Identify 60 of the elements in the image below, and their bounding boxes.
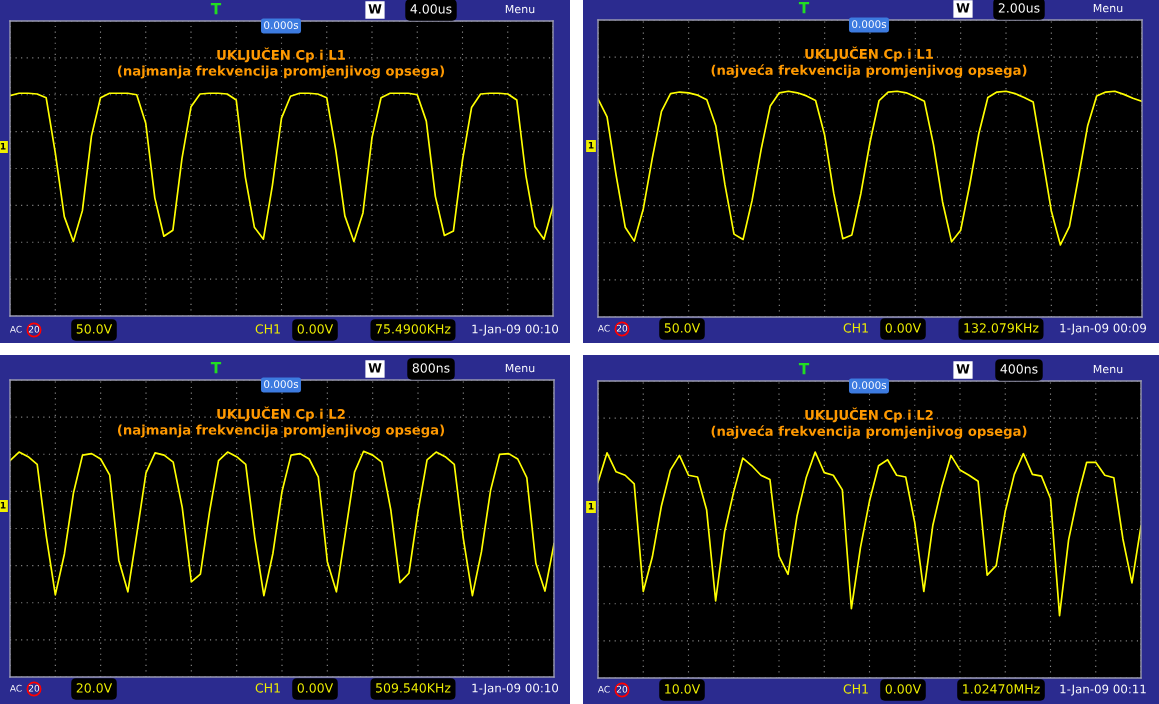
chart-subtitle: (najmanja frekvencija promjenjivog opsega) (118, 424, 444, 438)
text: AC (9, 684, 22, 692)
chart-title: UKLJUČEN Cp i L1 (217, 47, 345, 63)
text: AC (9, 325, 22, 333)
text: CH1 (843, 684, 868, 694)
text: AC (597, 324, 610, 332)
text: T (210, 362, 222, 374)
text: W (956, 364, 970, 374)
text: 20 (28, 684, 40, 692)
text: 400ns (1000, 364, 1038, 374)
text: T (798, 2, 810, 14)
text: W (956, 3, 970, 13)
chart-subtitle: (najmanja frekvencija promjenjivog opsega) (118, 65, 444, 79)
text: 0.000s (852, 381, 887, 390)
text: AC (597, 685, 610, 693)
text: 50.0V (76, 324, 113, 334)
chart-title: UKLJUČEN Cp i L2 (217, 406, 345, 422)
text: 20.0V (76, 683, 113, 693)
text: 20 (28, 325, 40, 333)
chart-title: UKLJUČEN Cp i L2 (805, 407, 933, 423)
text: 1-Jan-09 00:09 (1060, 323, 1147, 335)
text: 20 (616, 324, 628, 332)
text: 10.0V (665, 684, 701, 694)
text: 0.00V (297, 324, 334, 334)
text: Menu (1093, 3, 1123, 13)
text: 20 (616, 685, 628, 693)
text: 75.4900KHz (376, 324, 451, 334)
text: 1 (588, 502, 594, 510)
text: 800ns (412, 363, 450, 373)
text: T (210, 3, 222, 15)
text: 1 (588, 141, 594, 149)
text: CH1 (255, 683, 280, 693)
text: 0.000s (264, 380, 299, 389)
text: 0.00V (885, 323, 922, 333)
text: Menu (505, 4, 535, 14)
text: 1.02470MHz (963, 684, 1040, 694)
text: 0.000s (264, 21, 299, 30)
text: 0.000s (852, 20, 887, 29)
text: 1 (0, 501, 6, 509)
text: 509.540KHz (376, 683, 451, 693)
text: 50.0V (664, 323, 701, 333)
text: W (368, 4, 382, 14)
chart-subtitle: (najveća frekvencija promjenjivog opsega) (711, 64, 1027, 78)
text: Menu (505, 363, 535, 373)
text: 0.00V (297, 683, 334, 693)
text: 1-Jan-09 00:10 (472, 324, 559, 336)
text: 132.079KHz (964, 323, 1039, 333)
text: Menu (1093, 364, 1123, 374)
text: 1-Jan-09 00:10 (472, 683, 559, 695)
text: 2.00us (998, 3, 1040, 13)
text: 1-Jan-09 00:11 (1060, 684, 1146, 696)
text: 1 (0, 142, 6, 150)
text: CH1 (255, 324, 280, 334)
chart-title: UKLJUČEN Cp i L1 (805, 46, 933, 62)
text: CH1 (843, 323, 868, 333)
text: T (798, 363, 810, 375)
chart-subtitle: (najveća frekvencija promjenjivog opsega) (711, 425, 1027, 439)
text: W (368, 363, 382, 373)
text: 4.00us (410, 4, 452, 14)
text: 0.00V (885, 684, 922, 694)
